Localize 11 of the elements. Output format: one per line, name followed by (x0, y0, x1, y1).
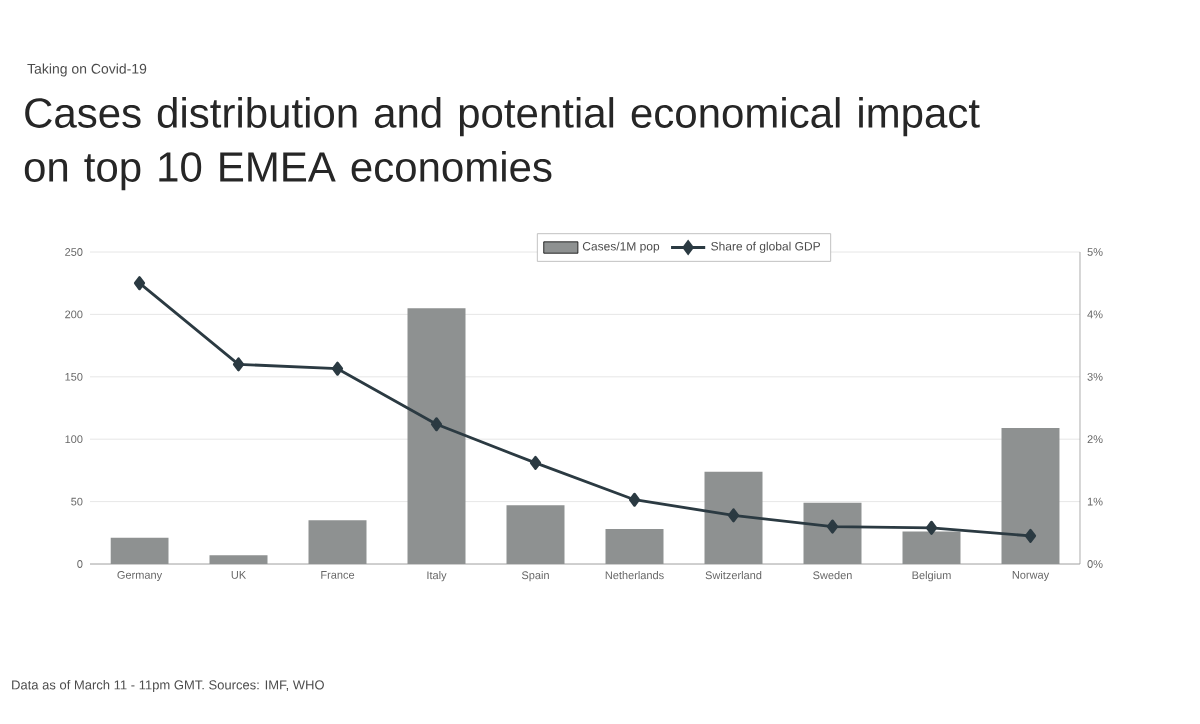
point (1024, 528, 1037, 543)
point (826, 519, 839, 534)
point (430, 417, 443, 432)
point (925, 520, 938, 535)
point (133, 276, 146, 291)
point (628, 492, 641, 507)
point (232, 357, 245, 372)
point (727, 508, 740, 523)
point (331, 361, 344, 376)
chart-title: Cases distribution and potential economical impact on top 10 EMEA economies (24, 97, 980, 191)
point (529, 455, 542, 470)
